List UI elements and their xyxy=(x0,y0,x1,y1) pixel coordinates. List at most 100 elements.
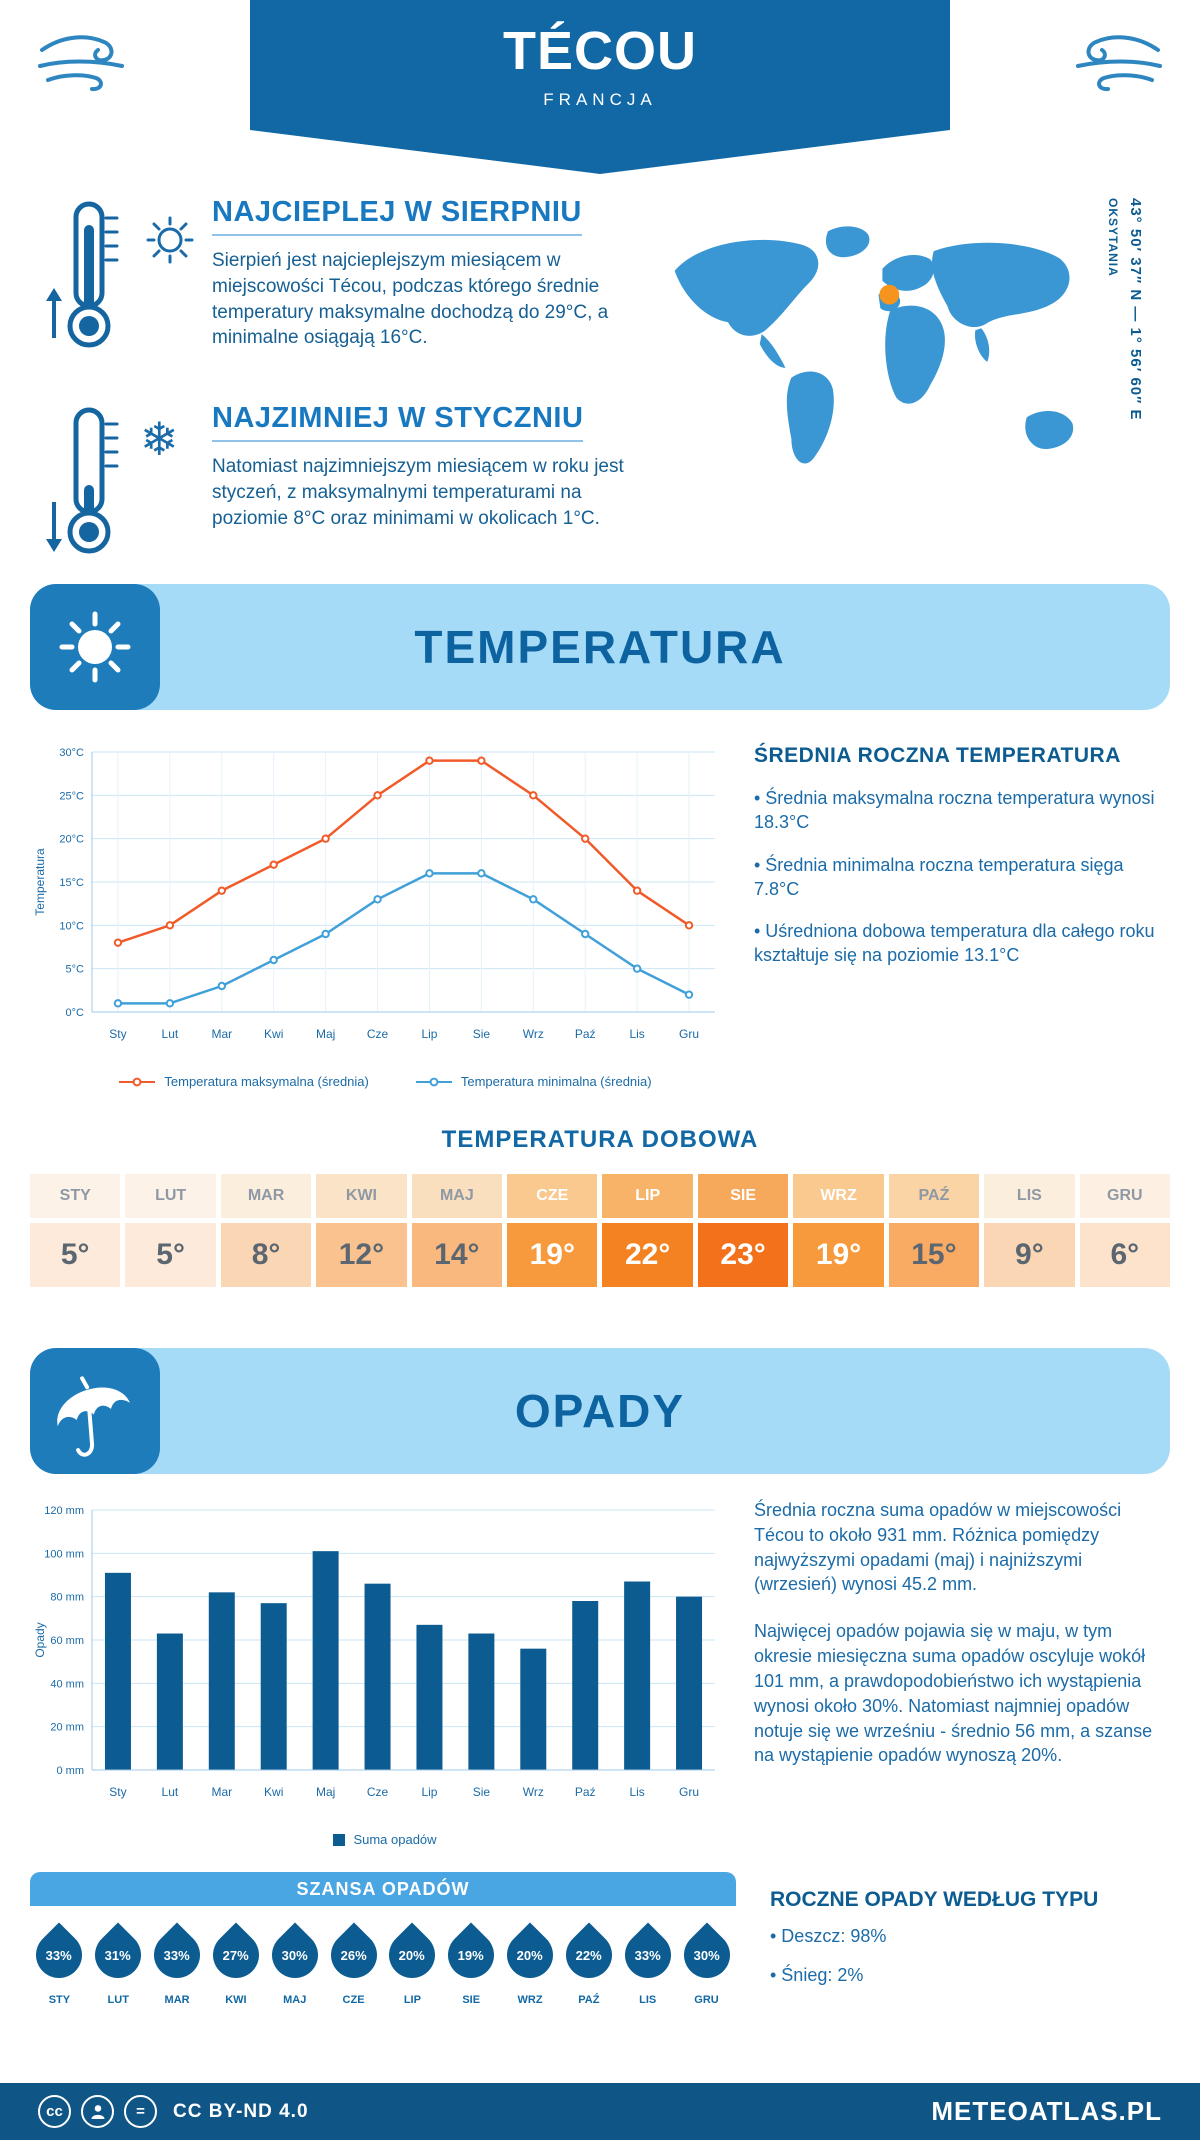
svg-text:30°C: 30°C xyxy=(59,747,84,759)
raindrop-icon: 33% xyxy=(26,1922,92,1988)
sun-tile xyxy=(30,584,160,710)
svg-text:100 mm: 100 mm xyxy=(44,1548,84,1560)
svg-text:Mar: Mar xyxy=(211,1785,232,1799)
ribbon-point xyxy=(250,130,950,174)
umbrella-tile xyxy=(30,1348,160,1474)
raindrop-icon: 33% xyxy=(144,1922,210,1988)
temperature-chart-legend: Temperatura maksymalna (średnia) Temperat… xyxy=(30,1074,740,1089)
raindrop-icon: 27% xyxy=(203,1922,269,1988)
daily-table-value: 5° xyxy=(30,1223,121,1287)
raindrop-icon: 26% xyxy=(321,1922,387,1988)
rain-chance-month: SIE xyxy=(462,1994,481,2006)
raindrop-icon: 30% xyxy=(262,1922,328,1988)
daily-table-month: STY xyxy=(30,1174,121,1218)
rain-chance-month: LIS xyxy=(639,1994,657,2006)
temperature-section-band: TEMPERATURA xyxy=(30,584,1170,710)
svg-text:Cze: Cze xyxy=(367,1785,389,1799)
svg-text:Wrz: Wrz xyxy=(523,1027,544,1041)
rain-chance-item: 33% LIS xyxy=(615,1922,681,2006)
daily-table-value: 15° xyxy=(888,1223,980,1287)
wind-icon xyxy=(1076,35,1162,92)
svg-text:25°C: 25°C xyxy=(59,790,84,802)
rain-chance-month: GRU xyxy=(694,1994,719,2006)
rain-chance-item: 31% LUT xyxy=(85,1922,151,2006)
chart-legend-item: Suma opadów xyxy=(333,1832,437,1847)
svg-text:Temperatura: Temperatura xyxy=(33,848,47,916)
world-map xyxy=(674,226,1074,464)
rain-chance-month: MAR xyxy=(164,1994,190,2006)
svg-text:Lis: Lis xyxy=(629,1027,644,1041)
title-ribbon: TÉCOU FRANCJA xyxy=(250,0,950,174)
svg-text:Lut: Lut xyxy=(162,1027,179,1041)
daily-table-month: LIP xyxy=(602,1174,693,1218)
daily-table-value: 19° xyxy=(793,1223,884,1287)
annual-temperature-title: ŚREDNIA ROCZNA TEMPERATURA xyxy=(754,744,1121,767)
rain-chance-item: 20% WRZ xyxy=(497,1922,563,2006)
chart-legend-item: Temperatura maksymalna (średnia) xyxy=(118,1074,369,1089)
rain-chance-month: KWI xyxy=(225,1994,247,2006)
rain-chance-drops: 33% STY 31% LUT 33% MAR 27% KWI 30% MAJ 26% CZE 20% L… xyxy=(26,1906,740,2006)
daily-table-value: 8° xyxy=(220,1223,312,1287)
rain-chance-item: 27% KWI xyxy=(203,1922,269,2006)
svg-text:Lis: Lis xyxy=(629,1785,644,1799)
daily-table-value: 9° xyxy=(984,1223,1075,1287)
rain-chance-panel: SZANSA OPADÓW 33% STY 31% LUT 33% MAR 27% KWI 30… xyxy=(26,1872,740,2006)
raindrop-icon: 30% xyxy=(673,1922,740,1988)
temperature-bullet: • Średnia minimalna roczna temperatura s… xyxy=(754,854,1124,899)
svg-text:Sty: Sty xyxy=(109,1785,126,1799)
svg-text:Cze: Cze xyxy=(367,1027,389,1041)
rain-type-title: ROCZNE OPADY WEDŁUG TYPU xyxy=(770,1888,1099,1911)
svg-text:80 mm: 80 mm xyxy=(50,1592,84,1604)
temperature-chart: 0°C 5°C 10°C 15°C 20°C 25°C 30°C Sty Lut Mar Kwi Ma… xyxy=(33,747,715,1041)
raindrop-icon: 22% xyxy=(556,1922,622,1988)
cc-icon: cc xyxy=(38,2095,71,2128)
map-labels: 43° 50′ 37″ N — 1° 56′ 60″ E OKSYTANIA xyxy=(1106,198,1144,498)
svg-text:10°C: 10°C xyxy=(59,920,84,932)
snowflake-icon: ❄ xyxy=(140,413,179,465)
wind-icon xyxy=(38,35,124,92)
rain-chance-month: CZE xyxy=(342,1994,365,2006)
rain-type-bullet: • Śnieg: 2% xyxy=(770,1965,864,1985)
svg-text:Lut: Lut xyxy=(162,1785,179,1799)
warmest-month-title: NAJCIEPLEJ W SIERPNIU xyxy=(212,196,582,236)
raindrop-icon: 20% xyxy=(497,1922,563,1988)
svg-text:Kwi: Kwi xyxy=(264,1027,283,1041)
daily-table-month: KWI xyxy=(316,1174,407,1218)
attribution-person-icon xyxy=(81,2095,114,2128)
temperature-bullet: • Uśredniona dobowa temperatura dla całe… xyxy=(754,921,1155,966)
precipitation-section-band: OPADY xyxy=(30,1348,1170,1474)
svg-text:Sty: Sty xyxy=(109,1027,126,1041)
rain-chance-item: 33% STY xyxy=(26,1922,92,2006)
svg-text:Gru: Gru xyxy=(679,1027,699,1041)
coordinates-label: 43° 50′ 37″ N — 1° 56′ 60″ E xyxy=(1127,198,1144,421)
rain-chance-month: WRZ xyxy=(517,1994,543,2006)
umbrella-icon xyxy=(57,1375,131,1457)
svg-text:20 mm: 20 mm xyxy=(50,1722,84,1734)
daily-table-value: 6° xyxy=(1079,1223,1170,1287)
rain-chance-item: 26% CZE xyxy=(321,1922,387,2006)
daily-table-value: 5° xyxy=(125,1223,216,1287)
rain-chance-item: 20% LIP xyxy=(379,1922,445,2006)
daily-table-value: 12° xyxy=(316,1223,407,1287)
temperature-bullet: • Średnia maksymalna roczna temperatura … xyxy=(754,788,1155,833)
temperature-content: 0°C 5°C 10°C 15°C 20°C 25°C 30°C Sty Lut Mar Kwi Ma… xyxy=(30,740,1170,1089)
svg-text:60 mm: 60 mm xyxy=(50,1635,84,1647)
license-icons: cc = xyxy=(38,2095,157,2128)
daily-temperature-title: TEMPERATURA DOBOWA xyxy=(441,1126,759,1153)
daily-table-month: SIE xyxy=(697,1174,789,1218)
svg-text:Maj: Maj xyxy=(316,1785,335,1799)
daily-table-month: MAR xyxy=(220,1174,312,1218)
coldest-month-section: ❄ NAJZIMNIEJ W STYCZNIU Natomiast najzim… xyxy=(40,402,645,562)
precipitation-paragraph: Średnia roczna suma opadów w miejscowośc… xyxy=(754,1500,1122,1595)
rain-chance-title: SZANSA OPADÓW xyxy=(30,1872,736,1906)
daily-table-month: GRU xyxy=(1079,1174,1170,1218)
svg-text:Mar: Mar xyxy=(211,1027,232,1041)
rain-chance-month: LIP xyxy=(403,1994,421,2006)
svg-text:Paź: Paź xyxy=(575,1027,596,1041)
temperature-section-title: TEMPERATURA xyxy=(414,621,786,673)
rain-chance-month: MAJ xyxy=(283,1994,307,2006)
precipitation-chart: 0 mm 20 mm 40 mm 60 mm 80 mm 100 mm 120 mm Sty L… xyxy=(33,1505,715,1799)
daily-table-month: WRZ xyxy=(793,1174,884,1218)
svg-text:Paź: Paź xyxy=(575,1785,596,1799)
page-subtitle: FRANCJA xyxy=(543,90,657,109)
